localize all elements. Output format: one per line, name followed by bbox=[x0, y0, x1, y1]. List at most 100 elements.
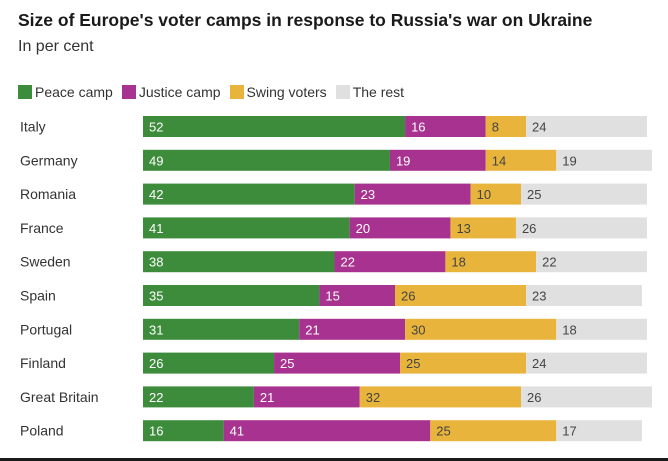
data-label-great-britain-the-rest: 26 bbox=[527, 390, 541, 405]
data-label-portugal-justice-camp: 21 bbox=[305, 322, 319, 337]
bar-spain-peace-camp bbox=[143, 285, 320, 306]
category-label-germany: Germany bbox=[20, 152, 78, 168]
data-label-france-the-rest: 26 bbox=[522, 221, 536, 236]
bar-italy-peace-camp bbox=[143, 116, 406, 137]
legend-item-the-rest: The rest bbox=[335, 84, 405, 100]
bar-germany-justice-camp bbox=[389, 149, 486, 171]
legend-swatch-the-rest bbox=[335, 85, 350, 99]
data-label-great-britain-swing-voters: 32 bbox=[366, 390, 380, 405]
bar-poland-the-rest bbox=[556, 420, 642, 442]
bar-spain-swing-voters bbox=[395, 285, 527, 306]
bar-italy-swing-voters bbox=[485, 116, 527, 137]
bar-great-britain-swing-voters bbox=[359, 386, 521, 408]
data-label-france-peace-camp: 41 bbox=[149, 221, 163, 236]
bar-poland-swing-voters bbox=[430, 420, 557, 442]
bar-great-britain-peace-camp bbox=[143, 386, 254, 408]
bar-germany-peace-camp bbox=[143, 149, 390, 171]
legend-item-swing-voters: Swing voters bbox=[229, 84, 327, 100]
legend-item-peace-camp: Peace camp bbox=[18, 84, 113, 100]
data-label-spain-peace-camp: 35 bbox=[149, 289, 163, 304]
bar-poland-peace-camp bbox=[143, 420, 224, 442]
legend-item-justice-camp: Justice camp bbox=[121, 84, 221, 100]
bar-spain-justice-camp bbox=[319, 285, 395, 306]
category-label-finland: Finland bbox=[20, 355, 66, 371]
data-label-finland-swing-voters: 25 bbox=[406, 356, 420, 371]
bottom-rule bbox=[0, 458, 668, 461]
legend-label-peace-camp: Peace camp bbox=[35, 84, 113, 100]
data-label-sweden-the-rest: 22 bbox=[542, 255, 556, 270]
bar-france-the-rest bbox=[515, 217, 647, 239]
data-label-france-justice-camp: 20 bbox=[356, 221, 370, 236]
bar-sweden-swing-voters bbox=[445, 251, 537, 273]
bar-portugal-the-rest bbox=[556, 318, 647, 340]
category-label-france: France bbox=[20, 220, 64, 236]
category-label-portugal: Portugal bbox=[20, 321, 72, 337]
bar-portugal-justice-camp bbox=[299, 318, 406, 340]
bar-france-peace-camp bbox=[143, 217, 350, 239]
category-label-great-britain: Great Britain bbox=[20, 389, 99, 405]
bar-france-justice-camp bbox=[349, 217, 451, 239]
bar-great-britain-justice-camp bbox=[253, 386, 360, 408]
chart-title: Size of Europe's voter camps in response… bbox=[18, 10, 593, 30]
data-label-sweden-justice-camp: 22 bbox=[341, 255, 355, 270]
stacked-bar-chart: Italy 52 16 8 24 Germany 49 19 14 19 Romania 42 23 10… bbox=[20, 116, 653, 442]
data-label-poland-justice-camp: 41 bbox=[230, 424, 244, 439]
legend-label-justice-camp: Justice camp bbox=[138, 84, 221, 100]
data-label-spain-swing-voters: 26 bbox=[401, 289, 415, 304]
data-label-portugal-swing-voters: 30 bbox=[411, 322, 425, 337]
bar-france-swing-voters bbox=[450, 217, 516, 239]
data-label-italy-swing-voters: 8 bbox=[492, 120, 499, 135]
data-label-romania-justice-camp: 23 bbox=[361, 187, 375, 202]
data-label-france-swing-voters: 13 bbox=[456, 221, 470, 236]
data-label-italy-the-rest: 24 bbox=[532, 120, 546, 135]
category-label-italy: Italy bbox=[20, 119, 46, 135]
data-label-portugal-the-rest: 18 bbox=[562, 322, 576, 337]
bar-spain-the-rest bbox=[526, 285, 642, 306]
category-label-spain: Spain bbox=[20, 288, 56, 304]
bar-germany-swing-voters bbox=[485, 149, 557, 171]
data-label-germany-swing-voters: 14 bbox=[492, 153, 506, 168]
bar-great-britain-the-rest bbox=[521, 386, 653, 408]
bar-finland-justice-camp bbox=[274, 352, 401, 374]
bar-finland-swing-voters bbox=[400, 352, 527, 374]
bar-sweden-the-rest bbox=[536, 251, 647, 273]
category-label-poland: Poland bbox=[20, 423, 64, 439]
data-label-spain-the-rest: 23 bbox=[532, 289, 546, 304]
bar-germany-the-rest bbox=[556, 149, 653, 171]
bar-romania-justice-camp bbox=[354, 183, 471, 205]
bar-finland-the-rest bbox=[526, 352, 647, 374]
bar-sweden-peace-camp bbox=[143, 251, 335, 273]
category-label-sweden: Sweden bbox=[20, 254, 71, 270]
category-label-romania: Romania bbox=[20, 186, 76, 202]
bar-romania-the-rest bbox=[521, 183, 647, 205]
data-label-finland-justice-camp: 25 bbox=[280, 356, 294, 371]
bar-italy-the-rest bbox=[526, 116, 647, 137]
bar-sweden-justice-camp bbox=[334, 251, 446, 273]
data-label-italy-peace-camp: 52 bbox=[149, 120, 163, 135]
data-label-germany-peace-camp: 49 bbox=[149, 153, 163, 168]
data-label-finland-the-rest: 24 bbox=[532, 356, 546, 371]
data-label-spain-justice-camp: 15 bbox=[325, 289, 339, 304]
data-label-finland-peace-camp: 26 bbox=[149, 356, 163, 371]
legend: Peace camp Justice camp Swing voters The… bbox=[18, 84, 413, 100]
data-label-germany-the-rest: 19 bbox=[562, 153, 576, 168]
chart-subtitle: In per cent bbox=[18, 38, 94, 55]
legend-swatch-justice-camp bbox=[121, 85, 136, 99]
data-label-poland-the-rest: 17 bbox=[562, 424, 576, 439]
data-label-great-britain-justice-camp: 21 bbox=[260, 390, 274, 405]
data-label-portugal-peace-camp: 31 bbox=[149, 322, 163, 337]
bar-italy-justice-camp bbox=[405, 116, 486, 137]
legend-label-the-rest: The rest bbox=[352, 84, 405, 100]
data-label-poland-peace-camp: 16 bbox=[149, 424, 163, 439]
data-label-romania-swing-voters: 10 bbox=[477, 187, 491, 202]
legend-swatch-peace-camp bbox=[18, 85, 32, 99]
legend-label-swing-voters: Swing voters bbox=[246, 84, 327, 100]
data-label-poland-swing-voters: 25 bbox=[436, 424, 450, 439]
data-label-sweden-peace-camp: 38 bbox=[149, 255, 163, 270]
data-label-germany-justice-camp: 19 bbox=[396, 153, 410, 168]
data-label-great-britain-peace-camp: 22 bbox=[149, 390, 163, 405]
bar-portugal-swing-voters bbox=[405, 318, 557, 340]
bar-portugal-peace-camp bbox=[143, 318, 300, 340]
data-label-romania-the-rest: 25 bbox=[527, 187, 541, 202]
data-label-romania-peace-camp: 42 bbox=[149, 187, 163, 202]
